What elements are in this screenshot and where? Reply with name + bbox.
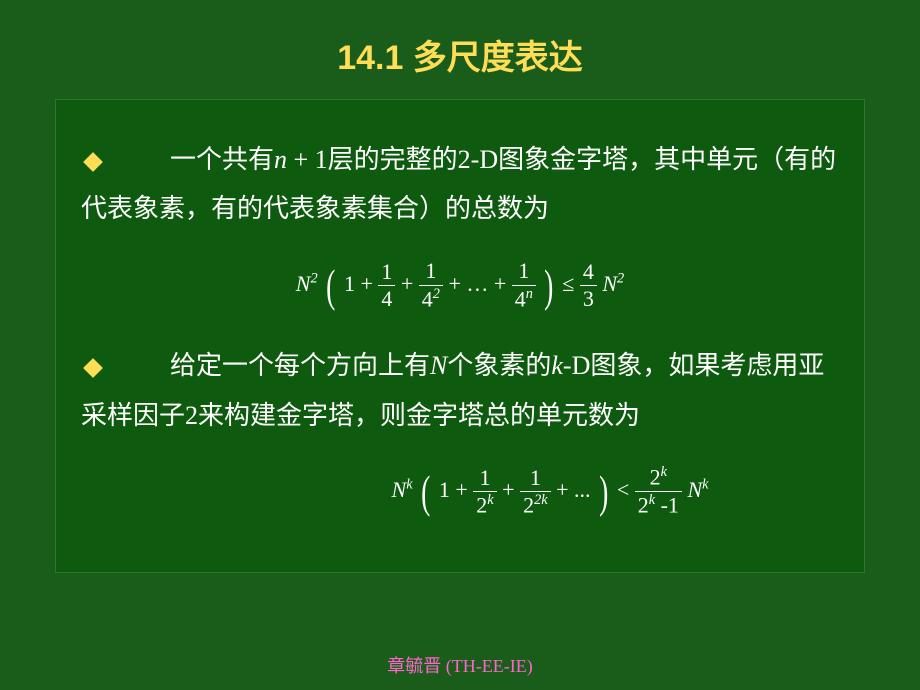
f2-dots: ... — [574, 477, 591, 502]
right-paren-icon: ) — [545, 242, 554, 329]
bullet-icon — [83, 358, 103, 378]
f1-rhsNsup: 2 — [617, 270, 624, 286]
f2-rhsN: N — [687, 477, 702, 502]
f1-frac1: 14 — [378, 259, 395, 313]
f1-frac2: 142 — [419, 258, 443, 312]
bullet-icon — [83, 152, 103, 172]
footer-author: 章毓晋 (TH-EE-IE) — [0, 652, 920, 678]
f2-term0: 1 — [439, 477, 450, 502]
left-paren-icon: ( — [421, 448, 430, 535]
left-paren-icon: ( — [326, 242, 335, 329]
p1-var-n: n — [274, 145, 287, 174]
f1-dots: … — [466, 271, 488, 296]
right-paren-icon: ) — [599, 448, 608, 535]
f2-frac2: 122k — [520, 465, 551, 519]
p1-text-pre: 一个共有 — [170, 145, 274, 174]
p2-text-pre: 给定一个每个方向上有 — [170, 351, 430, 380]
formula-1: N2 ( 1 + 14 + 142 + … + 14n ) ≤ 43 N2 — [81, 242, 839, 329]
f2-Nsup: k — [406, 476, 412, 492]
p2-var-N: N — [430, 351, 447, 380]
f2-rhs-frac: 2k 2k -1 — [635, 464, 682, 518]
f1-frac3: 14n — [512, 258, 536, 312]
f1-rhs-frac: 43 — [580, 259, 597, 313]
p2-var-k: k — [551, 351, 563, 380]
f2-lt: < — [617, 477, 629, 502]
slide-title: 14.1 多尺度表达 — [0, 0, 920, 99]
f1-N: N — [296, 271, 311, 296]
f1-rhsN: N — [602, 271, 617, 296]
f2-frac1: 12k — [473, 465, 496, 519]
p2-text-mid1: 个象素的 — [447, 351, 551, 380]
content-box: 一个共有n + 1层的完整的2-D图象金字塔，其中单元（有的代表象素，有的代表象… — [55, 99, 865, 573]
f1-term0: 1 — [344, 271, 355, 296]
f2-rhsNsup: k — [702, 476, 708, 492]
formula-2: Nk ( 1 + 12k + 122k + ... ) < 2k 2k -1 N… — [81, 448, 839, 535]
paragraph-1: 一个共有n + 1层的完整的2-D图象金字塔，其中单元（有的代表象素，有的代表象… — [81, 135, 839, 234]
f1-leq: ≤ — [562, 271, 574, 296]
paragraph-2: 给定一个每个方向上有N个象素的k-D图象，如果考虑用亚采样因子2来构建金字塔，则… — [81, 341, 839, 440]
f2-N: N — [392, 477, 407, 502]
f1-Nsup: 2 — [310, 270, 317, 286]
